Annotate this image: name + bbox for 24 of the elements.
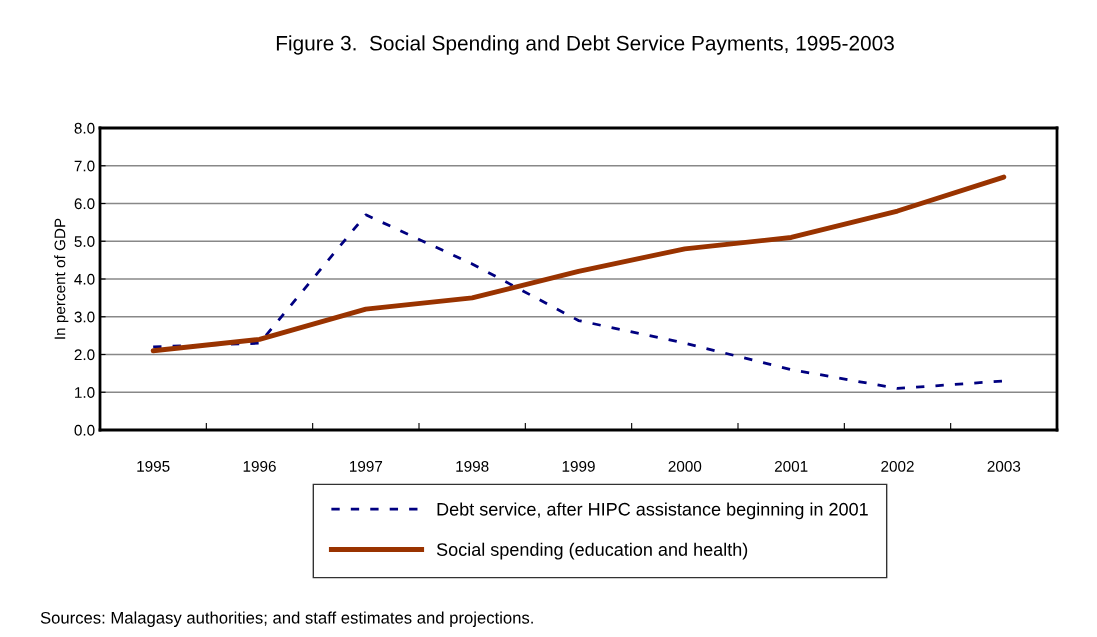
x-tick-label: 1997	[350, 460, 383, 472]
x-tick-label: 1995	[137, 460, 170, 472]
x-tick-label: 1999	[562, 460, 595, 472]
line-series	[150, 174, 1007, 354]
y-tick-label: 3.0	[74, 311, 95, 323]
x-tick-label: 1996	[243, 460, 276, 472]
source-note: Sources: Malagasy authorities; and staff estimates and projections.	[40, 611, 533, 627]
chart-title: Figure 3. Social Spending and Debt Service Payments, 1995-2003	[276, 35, 894, 55]
y-tick-label: 2.0	[74, 349, 95, 361]
x-tick-label: 2000	[668, 460, 702, 472]
y-tick-label: 0.0	[74, 424, 95, 436]
y-tick-label: 4.0	[74, 273, 95, 285]
y-tick-label: 5.0	[74, 236, 95, 247]
x-tick-label: 2001	[774, 460, 808, 472]
legend-label: Debt service, after HIPC assistance beginning in 2001	[437, 502, 868, 520]
x-tick-label: 1998	[456, 460, 489, 472]
y-tick-label: 1.0	[75, 387, 95, 398]
x-tick-label: 2002	[881, 460, 914, 472]
y-tick-label: 7.0	[74, 160, 95, 172]
y-axis-title: In percent of GDP	[54, 218, 69, 339]
y-tick-label: 6.0	[74, 198, 95, 210]
legend-label: Social spending (education and health)	[436, 542, 748, 560]
y-tick-label: 8.0	[74, 122, 95, 134]
x-tick-label: 2003	[987, 460, 1021, 472]
